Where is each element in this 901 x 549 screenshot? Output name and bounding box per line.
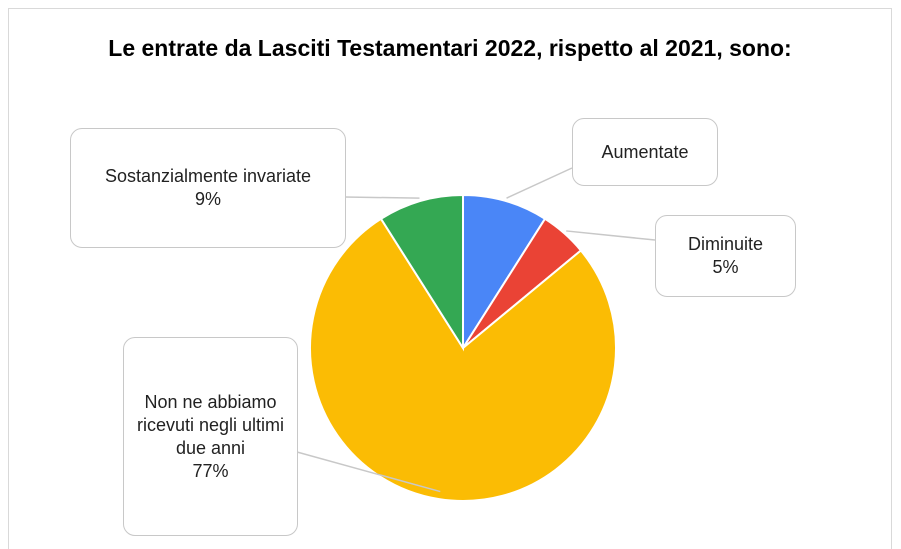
leader-line — [344, 196, 420, 199]
value-label: 9% — [194, 189, 221, 209]
callout: Non ne abbiamo ricevuti negli ultimi due… — [123, 337, 298, 536]
chart-frame — [8, 8, 892, 549]
category-label: Diminuite — [687, 234, 764, 254]
value-label: 5% — [712, 257, 739, 277]
value-label: 77% — [192, 460, 229, 481]
pie-slice — [379, 193, 464, 352]
chart-title: Le entrate da Lasciti Testamentari 2022,… — [108, 35, 792, 61]
category-label: Non ne abbiamo ricevuti negli ultimi due… — [136, 391, 285, 458]
pie-slice — [309, 217, 617, 502]
category-label: Aumentate — [601, 141, 689, 162]
leader-line — [566, 230, 656, 241]
callout: Sostanzialmente invariate 9% — [70, 128, 346, 248]
callout: Aumentate — [572, 118, 718, 186]
leader-line — [506, 167, 573, 199]
callout: Diminuite 5% — [655, 215, 796, 297]
leader-line — [296, 451, 441, 493]
category-label: Sostanzialmente invariate — [104, 166, 312, 186]
pie-slice — [462, 193, 547, 352]
